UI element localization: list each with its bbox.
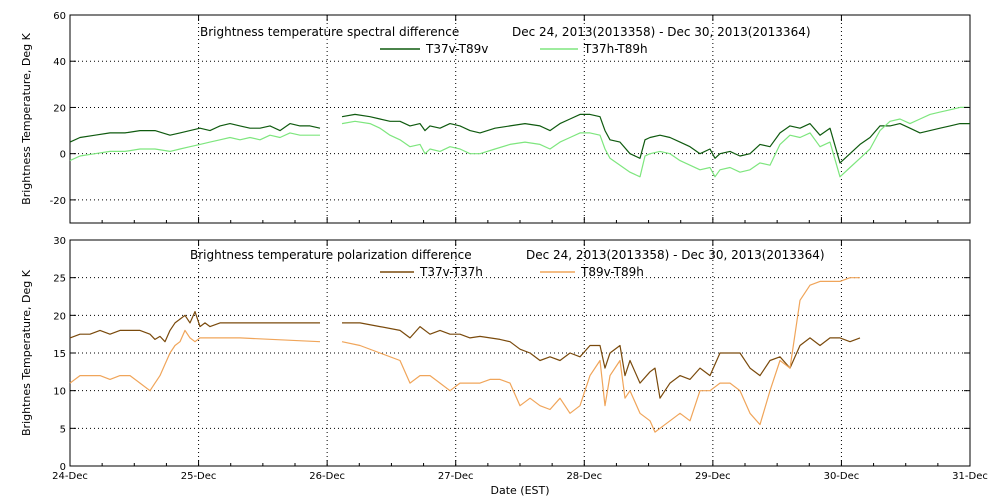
spectral-date-range: Dec 24, 2013(2013358) - Dec 30, 2013(201… — [512, 25, 811, 39]
x-tick-label: 24-Dec — [52, 471, 88, 482]
spectral-difference-panel: -20 0 20 40 60 Brightness Temperature, Deg K… — [20, 11, 971, 224]
spectral-x-ticks — [69, 15, 971, 223]
x-tick-label: 29-Dec — [695, 471, 731, 482]
y-tick-label: 60 — [53, 11, 66, 22]
x-tick-label: 27-Dec — [438, 471, 474, 482]
spectral-chart-title: Brightness temperature spectral differen… — [200, 25, 459, 39]
legend-label: T37v-T37h — [419, 265, 483, 279]
series-line-t37v-t89v — [69, 123, 321, 143]
series-line-t37h-t89h — [69, 132, 320, 162]
y-tick-label: -20 — [50, 196, 66, 207]
series-line-t37h-t89h — [341, 106, 970, 178]
polarization-y-ticks: 0 5 10 15 20 25 30 — [53, 236, 970, 473]
spectral-legend: T37v-T89v T37h-T89h — [380, 42, 648, 56]
spectral-y-ticks: -20 0 20 40 60 — [50, 11, 970, 207]
x-tick-label: 31-Dec — [952, 471, 988, 482]
y-tick-label: 40 — [53, 57, 66, 68]
series-line-t89v-t89h — [69, 329, 321, 392]
x-axis-label: Date (EST) — [490, 484, 549, 497]
y-tick-label: 10 — [53, 387, 66, 398]
spectral-y-axis-label: Brightness Temperature, Deg K — [20, 32, 33, 204]
y-tick-label: 0 — [60, 462, 66, 473]
legend-label: T89v-T89h — [580, 265, 644, 279]
x-tick-label: 28-Dec — [566, 471, 602, 482]
polarization-grid — [70, 240, 970, 466]
polarization-legend: T37v-T37h T89v-T89h — [380, 265, 644, 279]
y-tick-label: 20 — [53, 311, 66, 322]
y-tick-label: 30 — [53, 236, 66, 247]
x-tick-label: 30-Dec — [824, 471, 860, 482]
legend-label: T37v-T89v — [425, 42, 488, 56]
spectral-series-group — [69, 106, 970, 178]
series-line-t89v-t89h — [341, 277, 860, 433]
y-tick-label: 5 — [60, 424, 66, 435]
polarization-chart-title: Brightness temperature polarization diff… — [190, 248, 472, 262]
series-line-t37v-t37h — [342, 322, 861, 399]
y-tick-label: 15 — [53, 349, 66, 360]
spectral-grid — [70, 15, 970, 223]
x-tick-label: 25-Dec — [181, 471, 217, 482]
x-tick-label: 26-Dec — [309, 471, 345, 482]
polarization-x-ticks: 24-Dec 25-Dec 26-Dec 27-Dec 28-Dec 29-Dec 30-D… — [52, 240, 988, 482]
series-line-t37v-t37h — [69, 311, 320, 343]
y-tick-label: 0 — [60, 150, 66, 161]
y-tick-label: 25 — [53, 274, 66, 285]
polarization-series-group — [69, 277, 861, 433]
polarization-difference-panel: 0 5 10 15 20 25 30 24-Dec 25-Dec 26-Dec 27-Dec 28-… — [20, 236, 988, 497]
spectral-plot-frame — [69, 14, 971, 224]
polarization-date-range: Dec 24, 2013(2013358) - Dec 30, 2013(201… — [526, 248, 825, 262]
polarization-y-axis-label: Brightnes Temperature, Deg K — [20, 269, 33, 436]
y-tick-label: 20 — [53, 103, 66, 114]
series-line-t37v-t89v — [341, 113, 970, 164]
legend-label: T37h-T89h — [583, 42, 648, 56]
